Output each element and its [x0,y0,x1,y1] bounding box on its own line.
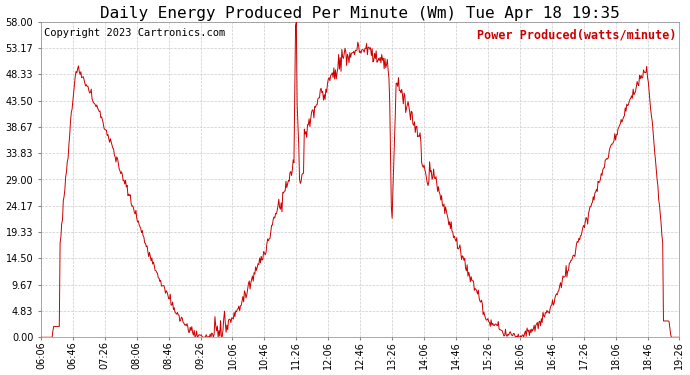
Text: Power Produced(watts/minute): Power Produced(watts/minute) [477,28,676,41]
Text: Copyright 2023 Cartronics.com: Copyright 2023 Cartronics.com [44,28,226,38]
Title: Daily Energy Produced Per Minute (Wm) Tue Apr 18 19:35: Daily Energy Produced Per Minute (Wm) Tu… [100,6,620,21]
